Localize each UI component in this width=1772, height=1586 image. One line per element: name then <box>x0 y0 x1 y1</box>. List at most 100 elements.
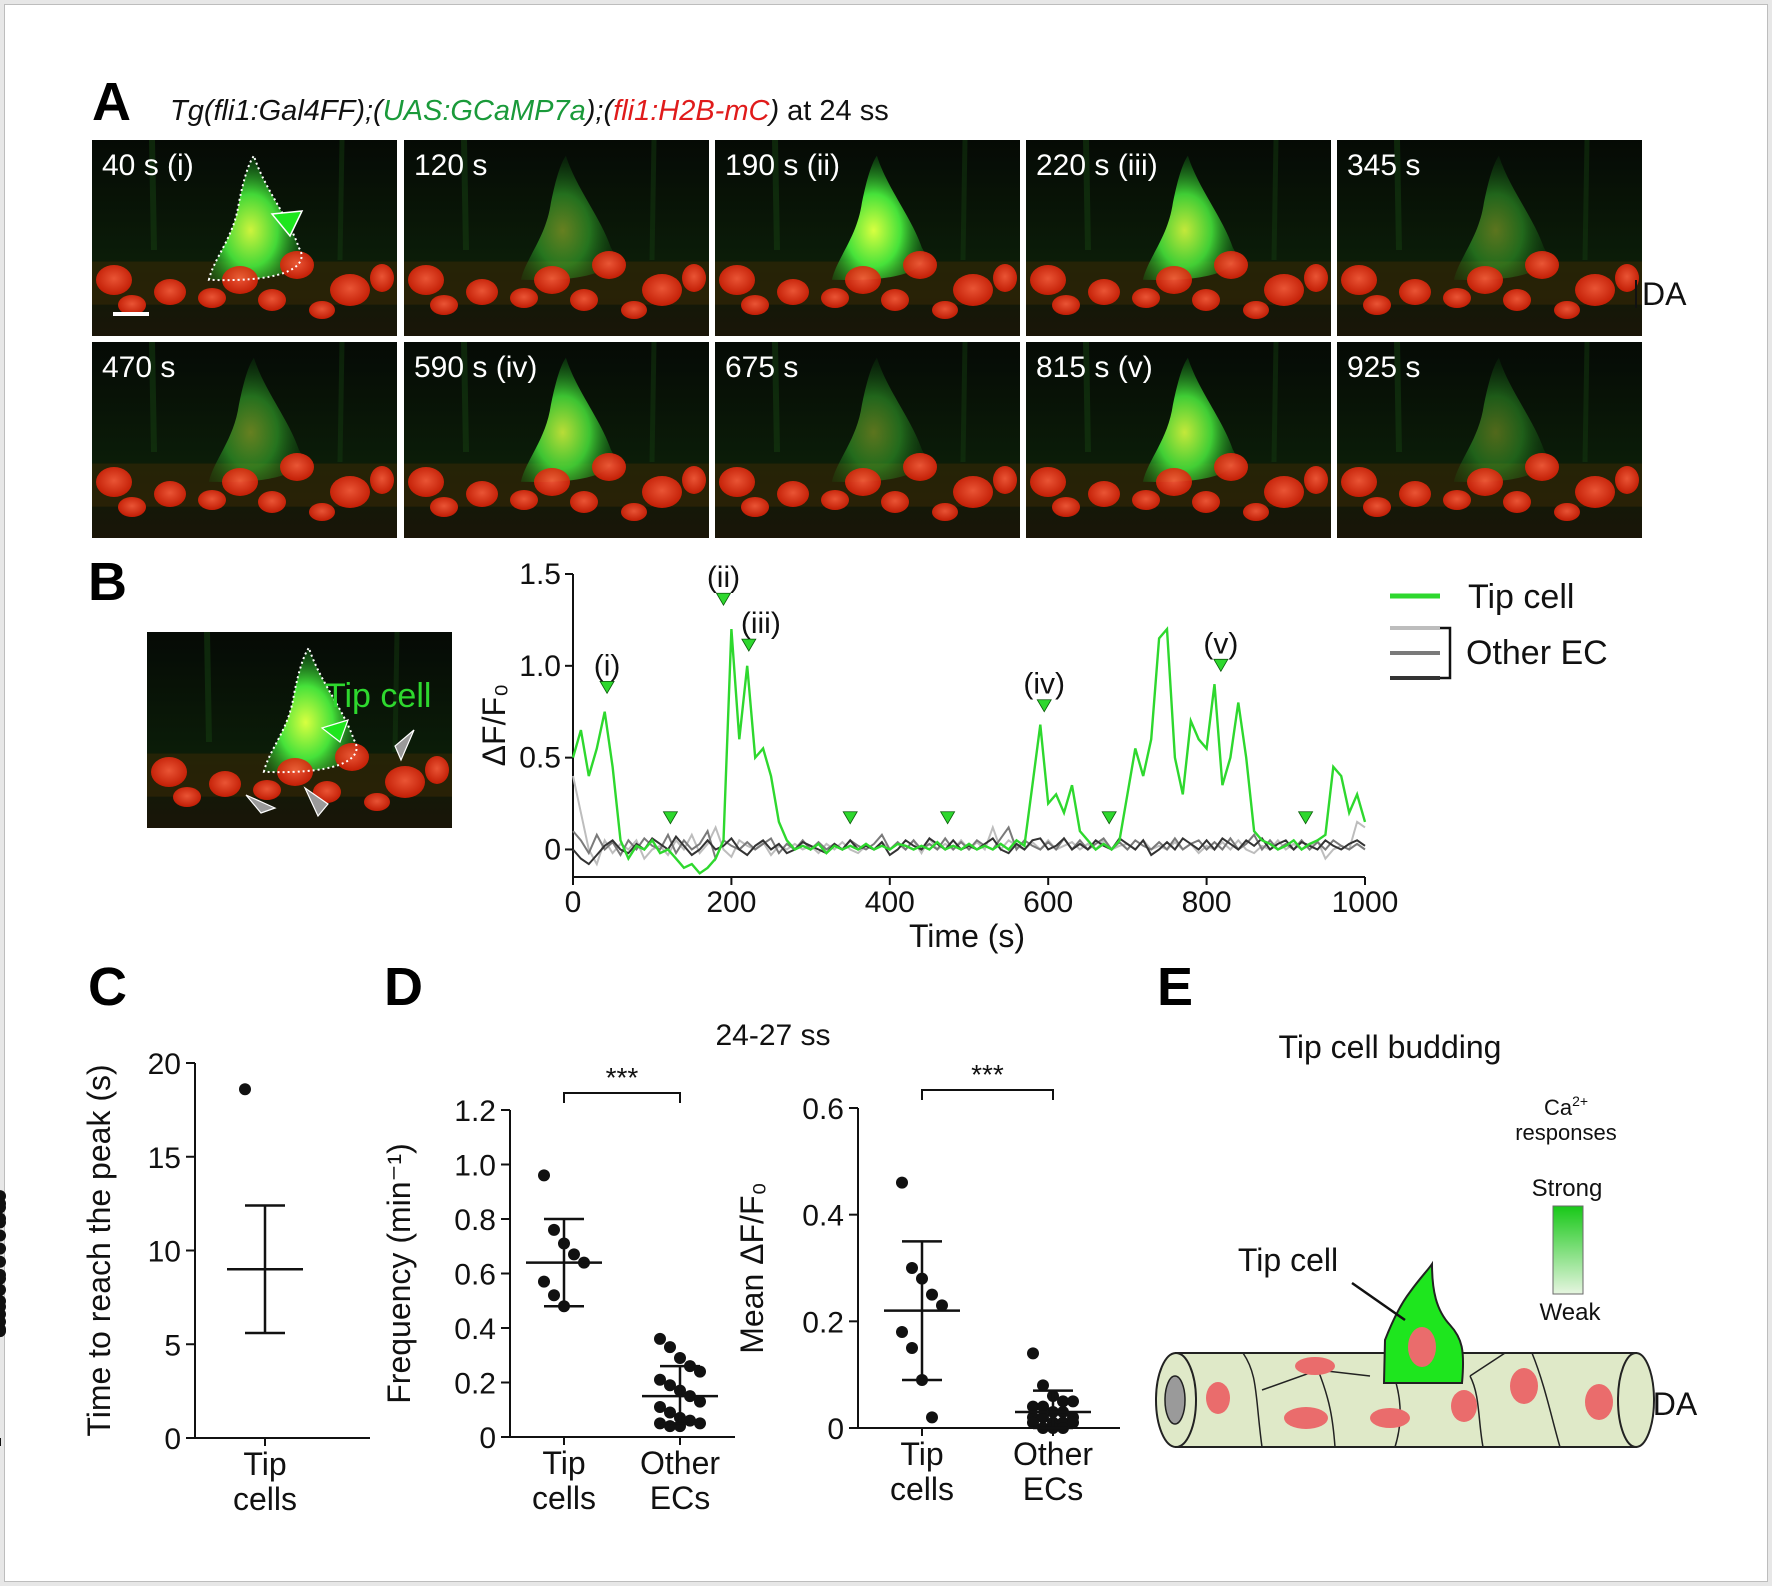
y-axis-label: Frequency (min⁻¹) <box>381 1143 417 1404</box>
faint-vessel <box>461 342 469 453</box>
nucleus <box>118 497 146 517</box>
nucleus <box>222 266 258 294</box>
y-tick-label: 0 <box>164 1423 181 1456</box>
nucleus <box>1264 476 1304 508</box>
ca-scale-bar <box>1552 1205 1584 1295</box>
nucleus <box>534 266 570 294</box>
gray-arrowhead <box>303 786 329 818</box>
event-marker <box>599 680 615 695</box>
x-tick-label: 200 <box>706 886 756 919</box>
gray-arrowhead <box>245 794 277 814</box>
nucleus <box>777 481 809 507</box>
nucleus <box>932 301 958 319</box>
faint-vessel <box>337 342 345 463</box>
nucleus <box>1399 481 1431 507</box>
nucleus <box>621 503 647 521</box>
y-tick-label: 5 <box>164 1329 181 1362</box>
nucleus <box>1088 481 1120 507</box>
nucleus <box>570 491 598 513</box>
y-tick-label: 0.2 <box>802 1306 844 1339</box>
y-tick-label: 0.6 <box>802 1093 844 1126</box>
nucleus <box>1575 476 1615 508</box>
data-point <box>0 1272 6 1285</box>
calcium-trace-chart: 0 200 400 600 800 1000 0 0.5 1.0 1.5 Time (s) ΔF/F₀… <box>476 558 1398 954</box>
nucleus <box>309 301 335 319</box>
data-point <box>674 1351 686 1364</box>
data-point <box>548 1223 560 1236</box>
title-part-1: Tg(fli1:Gal4FF);( <box>170 95 386 127</box>
category-label: cells <box>532 1480 596 1516</box>
data-point <box>0 1242 6 1255</box>
nucleus <box>1243 503 1269 521</box>
nucleus <box>335 743 369 771</box>
tip-cell <box>1142 155 1236 281</box>
title-part-2: UAS:GCaMP7a <box>383 95 586 127</box>
nucleus <box>953 274 993 306</box>
series-line <box>571 626 1367 875</box>
data-point <box>548 1289 560 1302</box>
nucleus <box>1575 274 1615 306</box>
faint-vessel <box>960 140 968 261</box>
tip-cell <box>1453 155 1547 281</box>
y-tick-label: 0.4 <box>454 1313 496 1346</box>
x-tick-label: 1000 <box>1332 886 1399 919</box>
event-marker <box>939 811 956 825</box>
nucleus <box>1132 490 1160 510</box>
ca-label: Ca2+ <box>1544 1093 1588 1120</box>
data-point <box>1037 1411 1049 1424</box>
frame-time-label: 220 s (iii) <box>1036 149 1158 182</box>
data-point <box>0 1325 6 1338</box>
title-part-5: ) <box>766 95 779 127</box>
event-marker <box>741 638 757 652</box>
data-point <box>1027 1416 1039 1429</box>
panel-b-letter: B <box>88 552 127 612</box>
nucleus <box>1156 468 1192 496</box>
panel-e-letter: E <box>1157 957 1193 1017</box>
tip-cell <box>263 647 357 773</box>
nucleus <box>1192 491 1220 513</box>
faint-vessel <box>1582 140 1590 261</box>
frame-content <box>1337 140 1642 319</box>
nucleus <box>173 787 201 807</box>
panel-a-letter: A <box>92 72 131 132</box>
da-label-a: DA <box>1642 276 1687 312</box>
category-label: ECs <box>650 1480 710 1516</box>
faint-vessel <box>1271 342 1279 463</box>
frame-content <box>715 342 1020 521</box>
green-arrowhead <box>270 210 304 238</box>
frame-time-label: 345 s <box>1347 149 1420 182</box>
faint-vessel <box>649 140 657 261</box>
y-tick-label: 0 <box>479 1422 496 1455</box>
nucleus <box>253 780 281 800</box>
data-point <box>1037 1379 1049 1392</box>
ec-nucleus <box>1585 1384 1613 1420</box>
event-marker <box>662 811 679 825</box>
nucleus <box>222 468 258 496</box>
nucleus <box>425 756 449 784</box>
nucleus <box>309 503 335 521</box>
nucleus <box>330 274 370 306</box>
tip-cell-shape <box>1382 1260 1465 1384</box>
tip-cell-label-e: Tip cell <box>1238 1242 1338 1278</box>
y-tick-label: 0 <box>827 1413 844 1446</box>
faint-vessel <box>1083 140 1091 251</box>
series-line <box>572 834 1366 866</box>
nucleus <box>1132 288 1160 308</box>
panel-e-title: Tip cell budding <box>1279 1029 1502 1065</box>
data-point <box>1067 1416 1079 1429</box>
faint-vessel <box>461 140 469 251</box>
nucleus <box>821 288 849 308</box>
tip-cell-nucleus <box>1408 1327 1436 1367</box>
nucleus <box>777 279 809 305</box>
data-point <box>1067 1395 1079 1408</box>
y-tick-label: 0.6 <box>454 1259 496 1292</box>
data-point <box>1057 1395 1069 1408</box>
nucleus <box>430 295 458 315</box>
frame-time-label: 40 s (i) <box>102 149 194 182</box>
ec-nucleus <box>1370 1408 1410 1428</box>
event-marker <box>1101 811 1117 825</box>
data-point <box>664 1406 676 1419</box>
category-label: Other <box>1013 1436 1093 1472</box>
nucleus <box>1503 289 1531 311</box>
frame-content <box>715 140 1020 319</box>
